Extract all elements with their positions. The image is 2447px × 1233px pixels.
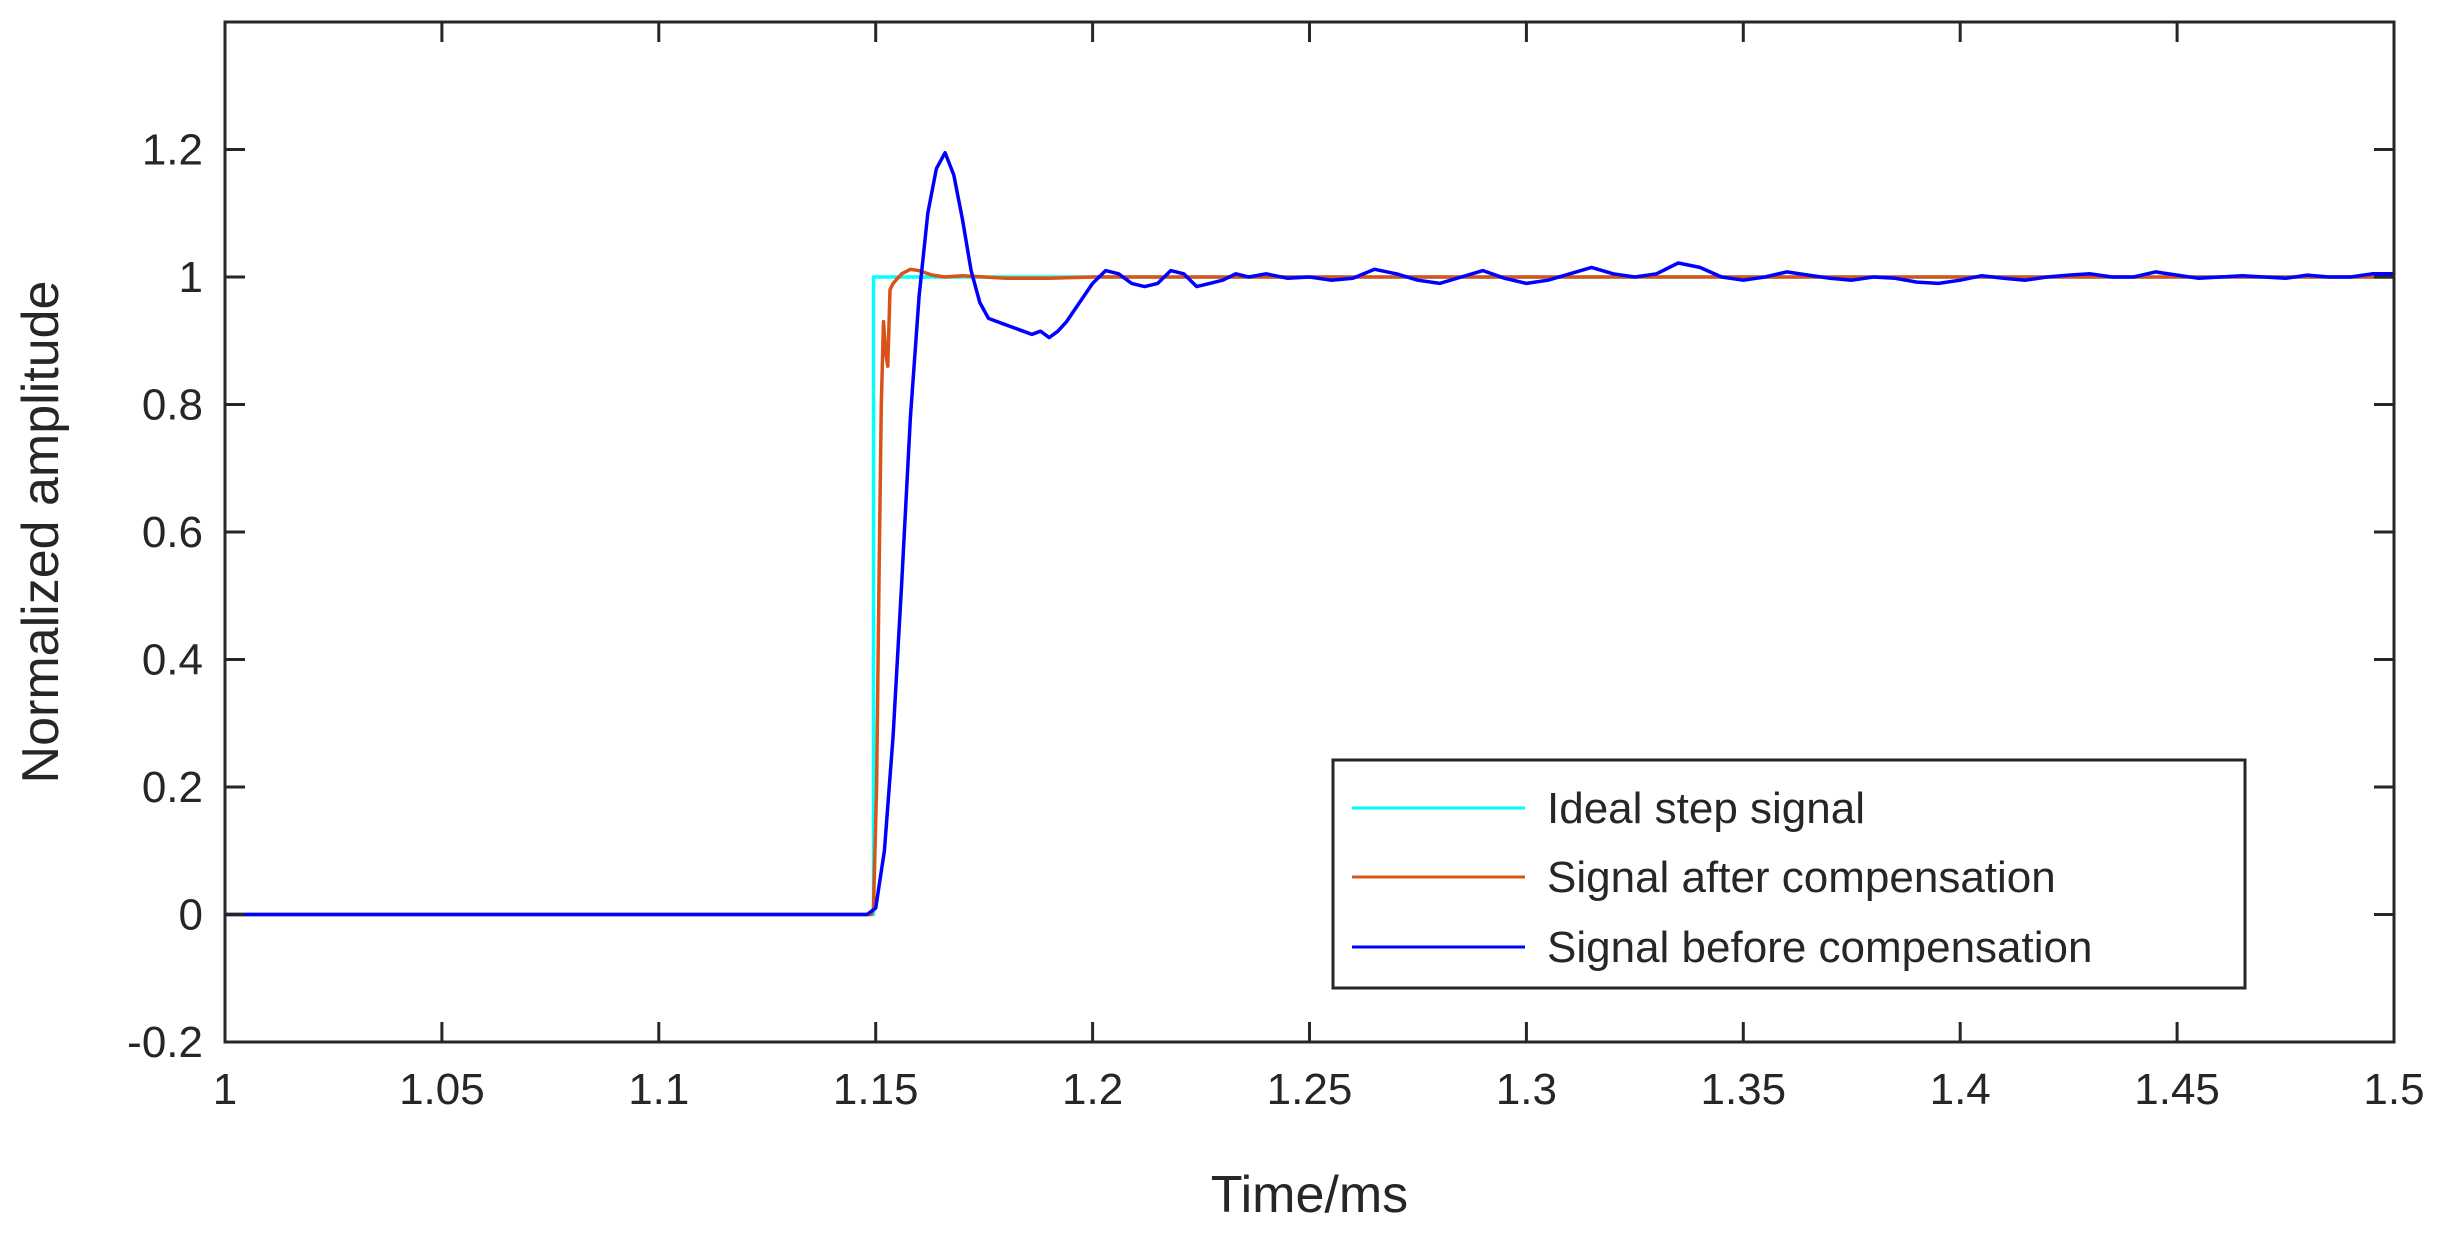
y-tick-label: 0 (179, 891, 203, 940)
y-tick-label: 1.2 (142, 126, 203, 175)
y-tick-label: 0.4 (142, 636, 203, 685)
series-after-compensation-line (225, 267, 2394, 917)
y-tick-label: 0.8 (142, 381, 203, 430)
series-before-compensation-line (225, 150, 2394, 917)
x-tick-label: 1.4 (1930, 1065, 1991, 1114)
x-tick-label: 1.25 (1267, 1065, 1353, 1114)
legend-label-ideal-step: Ideal step signal (1547, 784, 1865, 833)
ticks-layer (223, 22, 2396, 1044)
x-tick-label: 1.15 (833, 1065, 919, 1114)
y-tick-label: 0.2 (142, 763, 203, 812)
x-tick-label: 1.1 (628, 1065, 689, 1114)
legend-label-before-compensation: Signal before compensation (1547, 923, 2092, 972)
x-axis-title: Time/ms (1211, 1166, 1408, 1224)
series-layer (225, 150, 2394, 917)
x-tick-label: 1.2 (1062, 1065, 1123, 1114)
tick-labels-layer: 1 1.05 1.1 1.15 1.2 1.25 1.3 1.35 1.4 1.45 1.5 -0.2… (127, 126, 2424, 1115)
y-tick-label: 0.6 (142, 508, 203, 557)
y-axis-title: Normalized amplitude (12, 281, 70, 784)
x-tick-label: 1.3 (1496, 1065, 1557, 1114)
legend: Ideal step signal Signal after compensat… (1331, 758, 2247, 990)
x-tick-label: 1 (213, 1065, 237, 1114)
x-tick-label: 1.45 (2134, 1065, 2220, 1114)
legend-label-after-compensation: Signal after compensation (1547, 853, 2056, 902)
y-tick-label: -0.2 (127, 1018, 203, 1067)
y-tick-label: 1 (179, 253, 203, 302)
x-tick-label: 1.05 (399, 1065, 485, 1114)
x-tick-label: 1.5 (2363, 1065, 2424, 1114)
legend-box (1331, 758, 2247, 990)
x-tick-label: 1.35 (1700, 1065, 1786, 1114)
